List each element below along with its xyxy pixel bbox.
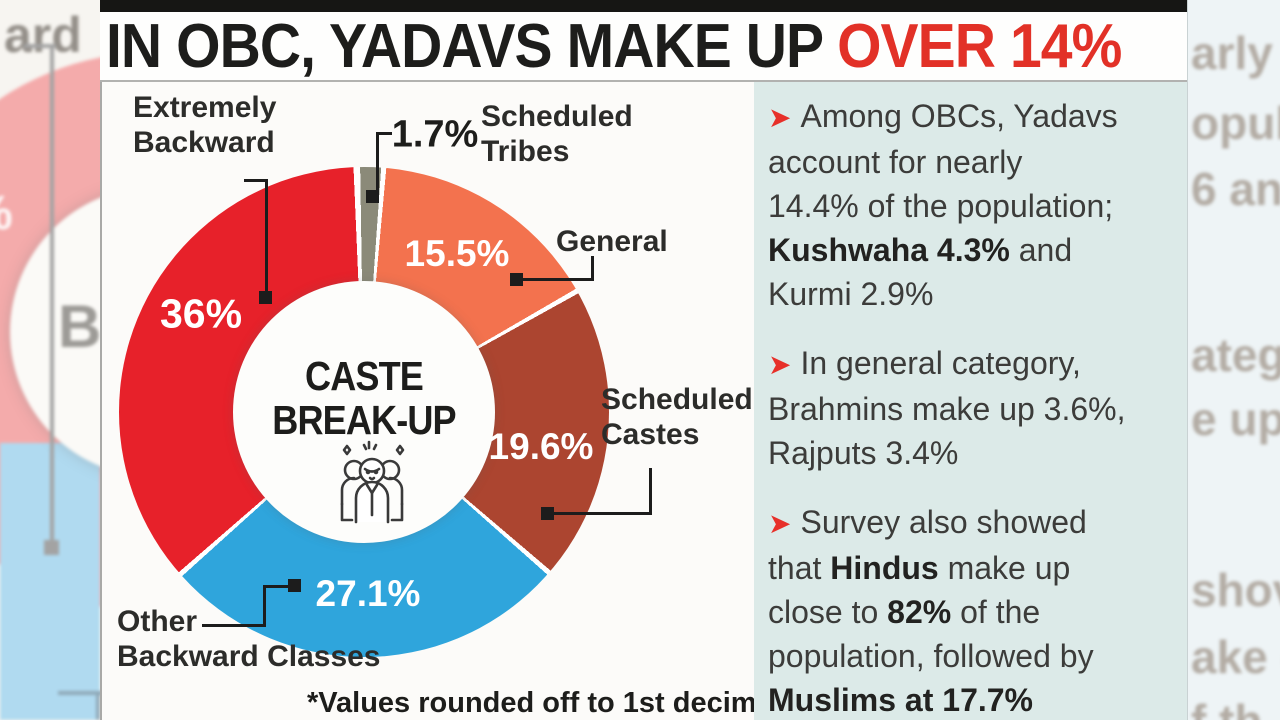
fact-text-bold: 82% xyxy=(887,594,952,630)
divider-rule xyxy=(100,80,1187,82)
callout-line xyxy=(265,179,268,294)
callout-line xyxy=(202,624,266,627)
value-scheduled-tribes: 1.7% xyxy=(391,113,479,156)
callout-line xyxy=(263,585,291,588)
background-right-art: arly opul 6 an ateg e up shov ake ( f th xyxy=(1187,0,1280,720)
chart-content-area: CASTE BREAK-UP xyxy=(100,82,1187,720)
chart-title: CASTE BREAK-UP xyxy=(272,353,456,443)
callout-line xyxy=(263,585,266,627)
faded-callout-line xyxy=(58,691,100,695)
callout-dot xyxy=(510,273,523,286)
fact-text-bold: Kushwaha 4.3% xyxy=(768,232,1010,268)
faded-percent-glyph: % xyxy=(0,186,13,241)
faded-text-fragment: arly xyxy=(1191,27,1273,79)
fact-text: of the population, followed by xyxy=(768,594,1094,674)
callout-dot xyxy=(366,190,379,203)
facts-panel: ➤ Among OBCs, Yadavs account for nearly 1… xyxy=(754,82,1187,720)
faded-text-fragment: f th xyxy=(1191,694,1263,720)
label-scheduled-tribes: Scheduled Tribes xyxy=(481,100,633,168)
faded-callout-line xyxy=(24,44,56,48)
label-general: General xyxy=(556,225,668,258)
fact-bullet-religion: ➤ Survey also showed that Hindus make up … xyxy=(768,475,1187,720)
label-extremely-backward: Extremely Backward xyxy=(133,91,277,159)
value-obc: 27.1% xyxy=(315,573,421,614)
headline-red: OVER 14% xyxy=(837,12,1122,81)
background-right-strip: arly opul 6 an ateg e up shov ake ( f th xyxy=(1187,0,1280,720)
chart-footnote: *Values rounded off to 1st decimal xyxy=(307,687,781,719)
bullet-arrow-icon: ➤ xyxy=(768,349,792,380)
headline-row: IN OBC, YADAVS MAKE UP OVER 14% xyxy=(100,12,1187,80)
faded-text-fragment: opul xyxy=(1191,97,1280,149)
faded-text-fragment: 6 an xyxy=(1191,163,1280,215)
faded-text-fragment: e up xyxy=(1191,393,1280,445)
fact-text-bold: Muslims at 17.7% xyxy=(768,682,1033,718)
faded-callout-dot xyxy=(44,540,59,555)
fact-text-bold: Hindus xyxy=(830,550,939,586)
callout-dot xyxy=(259,291,272,304)
value-scheduled-castes: 19.6% xyxy=(488,426,594,467)
callout-line xyxy=(376,132,379,194)
callout-dot xyxy=(288,579,301,592)
fact-text: In general category, Brahmins make up 3.… xyxy=(768,345,1126,471)
value-general: 15.5% xyxy=(404,233,510,274)
callout-line xyxy=(376,132,392,135)
crowd-icon xyxy=(340,440,405,524)
faded-text-ard: ard xyxy=(4,7,82,63)
headline: IN OBC, YADAVS MAKE UP OVER 14% xyxy=(106,12,1122,81)
value-extremely-backward: 36% xyxy=(159,290,243,337)
headline-black: IN OBC, YADAVS MAKE UP xyxy=(106,12,838,81)
fact-bullet-general: ➤ In general category, Brahmins make up 3… xyxy=(768,316,1187,475)
faded-callout-line xyxy=(96,691,100,720)
fact-text: Survey also showed that xyxy=(768,504,1087,586)
faded-text-fragment: shov xyxy=(1191,564,1280,616)
fact-bullet-obc: ➤ Among OBCs, Yadavs account for nearly 1… xyxy=(768,82,1187,316)
fact-text: and Kurmi 2.9% xyxy=(768,232,1073,312)
label-scheduled-castes: Scheduled Castes xyxy=(601,383,753,451)
callout-line xyxy=(591,256,594,281)
callout-line xyxy=(552,512,652,515)
fact-text: make up close to xyxy=(768,550,1071,630)
infographic-panel: IN OBC, YADAVS MAKE UP OVER 14% CASTE BR… xyxy=(100,0,1188,720)
callout-line xyxy=(649,468,652,515)
faded-text-fragment: ateg xyxy=(1191,329,1280,381)
callout-line xyxy=(244,179,268,182)
fact-text: Among OBCs, Yadavs account for nearly 14… xyxy=(768,98,1118,224)
faded-text-fragment: ake ( xyxy=(1191,631,1268,683)
label-obc: Other Backward Classes xyxy=(117,605,381,673)
bullet-arrow-icon: ➤ xyxy=(768,102,792,133)
background-left-strip: ard % B xyxy=(0,0,100,720)
background-left-art: ard % B xyxy=(0,0,100,720)
faded-callout-line xyxy=(50,44,54,546)
top-black-bar xyxy=(100,0,1187,12)
faded-letter-b: B xyxy=(58,293,100,360)
callout-line xyxy=(517,278,594,281)
callout-dot xyxy=(541,507,554,520)
bullet-arrow-icon: ➤ xyxy=(768,508,792,539)
